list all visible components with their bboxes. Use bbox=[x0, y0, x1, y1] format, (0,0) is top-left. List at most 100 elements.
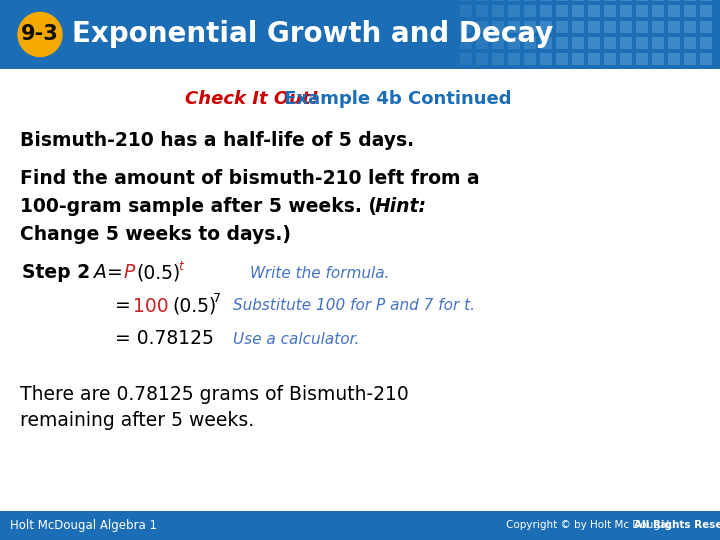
Text: 100: 100 bbox=[133, 296, 168, 315]
Bar bbox=[540, 53, 552, 65]
Text: remaining after 5 weeks.: remaining after 5 weeks. bbox=[20, 410, 254, 429]
Bar bbox=[620, 21, 632, 33]
Bar bbox=[572, 37, 584, 49]
Circle shape bbox=[18, 12, 62, 57]
Bar bbox=[604, 37, 616, 49]
Bar bbox=[668, 53, 680, 65]
Bar bbox=[460, 53, 472, 65]
Text: t: t bbox=[178, 260, 183, 273]
Text: 100-gram sample after 5 weeks. (: 100-gram sample after 5 weeks. ( bbox=[20, 198, 377, 217]
Bar bbox=[476, 37, 488, 49]
Bar bbox=[508, 0, 520, 1]
Bar bbox=[524, 5, 536, 17]
Text: P: P bbox=[124, 264, 135, 282]
Bar bbox=[620, 0, 632, 1]
Bar bbox=[684, 53, 696, 65]
Text: Exponential Growth and Decay: Exponential Growth and Decay bbox=[72, 21, 553, 49]
Bar bbox=[476, 53, 488, 65]
Bar bbox=[668, 37, 680, 49]
Bar bbox=[508, 37, 520, 49]
Bar bbox=[700, 5, 712, 17]
Bar bbox=[460, 37, 472, 49]
Bar bbox=[684, 5, 696, 17]
Bar bbox=[652, 53, 664, 65]
Bar bbox=[604, 5, 616, 17]
Text: Hint:: Hint: bbox=[375, 198, 427, 217]
Bar bbox=[604, 53, 616, 65]
Bar bbox=[572, 21, 584, 33]
Text: All Rights Reserved.: All Rights Reserved. bbox=[634, 521, 720, 530]
Bar bbox=[620, 37, 632, 49]
Bar bbox=[460, 5, 472, 17]
Text: Step 2: Step 2 bbox=[22, 264, 90, 282]
Bar bbox=[492, 53, 504, 65]
Bar bbox=[668, 5, 680, 17]
Text: (0.5): (0.5) bbox=[136, 264, 180, 282]
Bar bbox=[636, 5, 648, 17]
Bar bbox=[700, 0, 712, 1]
Bar bbox=[604, 21, 616, 33]
Bar bbox=[540, 21, 552, 33]
Bar bbox=[492, 21, 504, 33]
Bar bbox=[572, 5, 584, 17]
Bar bbox=[524, 37, 536, 49]
Bar bbox=[684, 0, 696, 1]
Bar bbox=[636, 21, 648, 33]
Bar bbox=[652, 0, 664, 1]
Bar bbox=[572, 0, 584, 1]
Text: Find the amount of bismuth-210 left from a: Find the amount of bismuth-210 left from… bbox=[20, 170, 480, 188]
Bar bbox=[700, 37, 712, 49]
Bar bbox=[476, 0, 488, 1]
Text: 9-3: 9-3 bbox=[21, 24, 59, 44]
Bar bbox=[540, 5, 552, 17]
Text: =: = bbox=[107, 264, 129, 282]
Bar bbox=[700, 21, 712, 33]
Text: Use a calculator.: Use a calculator. bbox=[233, 332, 359, 347]
Bar bbox=[588, 0, 600, 1]
Bar bbox=[524, 21, 536, 33]
Bar bbox=[492, 5, 504, 17]
Bar bbox=[588, 21, 600, 33]
Bar bbox=[588, 37, 600, 49]
Bar bbox=[508, 53, 520, 65]
Bar bbox=[508, 21, 520, 33]
Text: Copyright © by Holt Mc Dougal.: Copyright © by Holt Mc Dougal. bbox=[506, 521, 672, 530]
Text: =: = bbox=[115, 296, 131, 315]
Text: Bismuth-210 has a half-life of 5 days.: Bismuth-210 has a half-life of 5 days. bbox=[20, 132, 414, 151]
Bar bbox=[492, 37, 504, 49]
Bar bbox=[460, 0, 472, 1]
Bar bbox=[540, 0, 552, 1]
Bar bbox=[540, 37, 552, 49]
Bar bbox=[684, 21, 696, 33]
Bar bbox=[556, 53, 568, 65]
Bar bbox=[556, 37, 568, 49]
Bar bbox=[636, 53, 648, 65]
Text: = 0.78125: = 0.78125 bbox=[115, 329, 214, 348]
Bar bbox=[668, 21, 680, 33]
Bar bbox=[460, 21, 472, 33]
Bar bbox=[572, 53, 584, 65]
Bar bbox=[684, 37, 696, 49]
Text: A: A bbox=[94, 264, 107, 282]
Text: (0.5): (0.5) bbox=[172, 296, 216, 315]
Text: Write the formula.: Write the formula. bbox=[250, 266, 390, 280]
Bar bbox=[652, 5, 664, 17]
Bar bbox=[636, 0, 648, 1]
Bar bbox=[700, 53, 712, 65]
Bar bbox=[556, 0, 568, 1]
Bar bbox=[476, 21, 488, 33]
Bar bbox=[524, 53, 536, 65]
Bar bbox=[0, 0, 720, 69]
Text: Check It Out!: Check It Out! bbox=[185, 90, 319, 108]
Bar bbox=[652, 21, 664, 33]
Bar bbox=[636, 37, 648, 49]
Bar bbox=[668, 0, 680, 1]
Bar bbox=[476, 5, 488, 17]
Bar bbox=[556, 21, 568, 33]
Bar bbox=[508, 5, 520, 17]
Text: There are 0.78125 grams of Bismuth-210: There are 0.78125 grams of Bismuth-210 bbox=[20, 384, 409, 403]
Bar bbox=[524, 0, 536, 1]
Text: Change 5 weeks to days.): Change 5 weeks to days.) bbox=[20, 226, 291, 245]
Text: Example 4b Continued: Example 4b Continued bbox=[278, 90, 511, 108]
Bar bbox=[588, 53, 600, 65]
